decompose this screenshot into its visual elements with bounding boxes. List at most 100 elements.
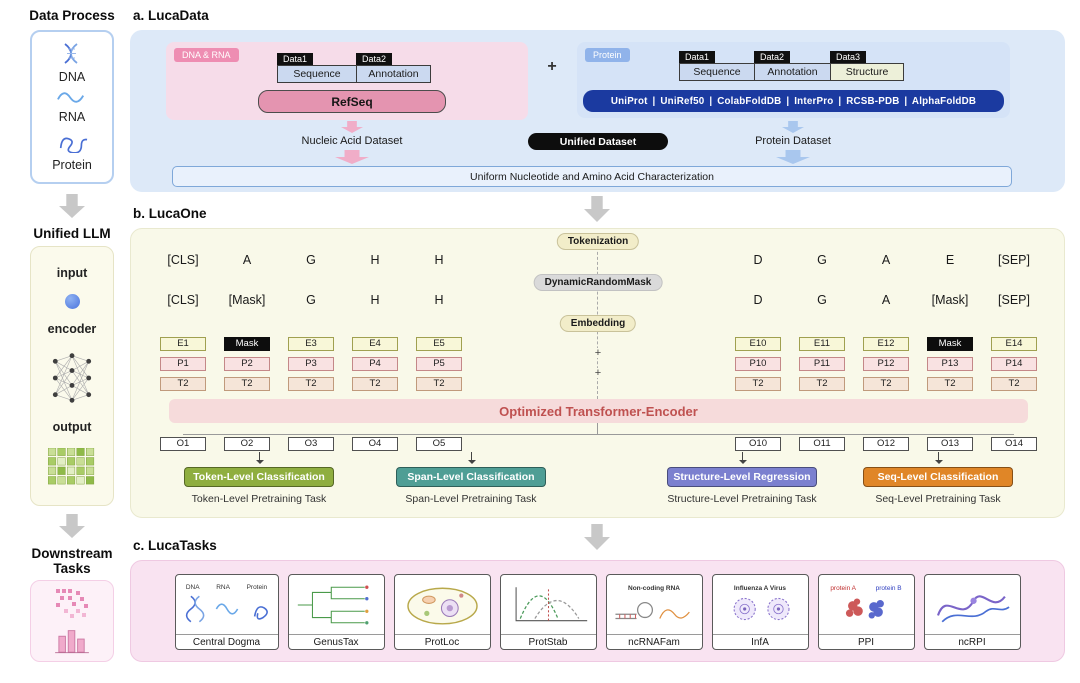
- p-cell: P10: [735, 357, 781, 371]
- task-label-token-level: Token-Level Pretraining Task: [191, 493, 327, 505]
- token: H: [434, 253, 444, 267]
- t-cell: T2: [799, 377, 845, 391]
- task-card-label: ncRPI: [924, 634, 1020, 649]
- output-label: output: [52, 420, 92, 435]
- output-fan-line: [183, 434, 1014, 435]
- head-arrow: [467, 452, 476, 464]
- mini-label-influenza: Influenza A Virus: [733, 585, 787, 592]
- p-cell: P4: [352, 357, 398, 371]
- protein-tag: Protein: [585, 48, 630, 62]
- uniform-characterization-bar: Uniform Nucleotide and Amino Acid Charac…: [172, 166, 1012, 187]
- p-cell: P2: [224, 357, 270, 371]
- task-card-label: ProtStab: [500, 634, 596, 649]
- task-card-label: GenusTax: [288, 634, 384, 649]
- structure-field: Structure: [830, 63, 904, 81]
- o-cell: O11: [799, 437, 845, 451]
- task-card-protstab: ProtStab: [499, 574, 597, 650]
- flow-arrow-a-to-b: [584, 196, 610, 222]
- output-grid-icon: [48, 447, 95, 485]
- embedding-pill: Embedding: [559, 315, 637, 332]
- protein-source-box: Protein Data1 Sequence Data2 Annotation …: [577, 42, 1010, 118]
- sidebar-title-unified-llm: Unified LLM: [33, 226, 111, 241]
- token: [CLS]: [167, 293, 199, 307]
- task-card-ppi: protein A protein B PPI: [817, 574, 915, 650]
- rna-label: RNA: [58, 110, 86, 125]
- encoder-label: encoder: [47, 321, 97, 336]
- infa-thumbnail: Influenza A Virus: [713, 575, 808, 634]
- task-card-ncrpi: ncRPI: [923, 574, 1021, 650]
- unified-llm-box: input encoder output: [30, 246, 114, 506]
- downstream-line2: Tasks: [53, 561, 91, 576]
- annotation-field: Annotation: [754, 63, 831, 81]
- task-barchart-icon: [55, 630, 89, 654]
- head-arrow: [255, 452, 264, 464]
- sidebar-title-downstream: Downstream Tasks: [24, 546, 120, 576]
- ncrpi-thumbnail: [925, 575, 1020, 634]
- e-cell: E10: [735, 337, 781, 351]
- protein-column-annotation: Data2 Annotation: [754, 51, 831, 81]
- mini-label-noncoding-rna: Non-coding RNA: [628, 585, 680, 592]
- protein-label: Protein: [52, 158, 92, 173]
- protloc-thumbnail: [395, 575, 490, 634]
- data-process-box: DNA RNA Protein: [30, 30, 114, 184]
- protein-icon: [59, 137, 88, 153]
- dynamic-random-mask-pill: DynamicRandomMask: [533, 274, 663, 291]
- head-seq-level: Seq-Level Classification: [863, 467, 1013, 487]
- token: D: [753, 253, 763, 267]
- t-cell: T2: [991, 377, 1037, 391]
- task-card-label: ncRNAFam: [606, 634, 702, 649]
- task-card-central-dogma: DNA RNA Protein Central Dogma: [174, 574, 279, 650]
- central-dogma-thumbnail: DNA RNA Protein: [176, 575, 278, 634]
- p-cell: P1: [160, 357, 206, 371]
- dna-label: DNA: [58, 70, 86, 85]
- transformer-encoder-bar: Optimized Transformer-Encoder: [169, 399, 1028, 423]
- embedding-row-t: T2 T2 T2 T2 T2 T2 T2 T2 T2 T2: [151, 377, 1046, 391]
- t-cell: T2: [288, 377, 334, 391]
- t-cell: T2: [927, 377, 973, 391]
- p-cell: P3: [288, 357, 334, 371]
- e-cell: E12: [863, 337, 909, 351]
- e-cell: E14: [991, 337, 1037, 351]
- t-cell: T2: [863, 377, 909, 391]
- token: A: [242, 253, 252, 267]
- input-label: input: [56, 266, 88, 281]
- encoder-network-icon: [52, 353, 92, 403]
- downstream-line1: Downstream: [31, 546, 113, 561]
- dna-icon: [64, 42, 78, 64]
- o-cell: O12: [863, 437, 909, 451]
- sidebar-title-data-process: Data Process: [29, 8, 115, 23]
- dna-rna-tag: DNA & RNA: [174, 48, 239, 62]
- o-cell: O13: [927, 437, 973, 451]
- data1-tag: Data1: [679, 51, 716, 63]
- embedding-sum-plus: +: [591, 368, 605, 379]
- mini-label-protein-b: protein B: [875, 585, 902, 592]
- token: G: [306, 293, 316, 307]
- panel-c-title: c. LucaTasks: [133, 538, 217, 553]
- token: G: [306, 253, 316, 267]
- protein-dataset-label: Protein Dataset: [755, 135, 831, 147]
- o-cell: O2: [224, 437, 270, 451]
- o-cell: O10: [735, 437, 781, 451]
- task-card-protloc: ProtLoc: [393, 574, 491, 650]
- token: A: [881, 253, 891, 267]
- refseq-down-arrow: [341, 121, 363, 133]
- mini-label-dna: DNA: [185, 584, 200, 591]
- task-card-genustax: GenusTax: [287, 574, 385, 650]
- output-row: O1 O2 O3 O4 O5 O10 O11 O12 O13 O14: [151, 437, 1046, 451]
- panel-b-title: b. LucaOne: [133, 206, 207, 221]
- sequence-field: Sequence: [679, 63, 755, 81]
- token: G: [817, 293, 827, 307]
- token-row-input: [CLS] A G H H D G A E [SEP]: [151, 253, 1046, 267]
- ppi-thumbnail: protein A protein B: [819, 575, 914, 634]
- unified-dataset-pill: Unified Dataset: [528, 133, 668, 150]
- data2-tag: Data2: [754, 51, 791, 63]
- rna-icon: [57, 92, 85, 103]
- task-card-label: PPI: [818, 634, 914, 649]
- e-cell: E1: [160, 337, 206, 351]
- flow-arrow-b-to-c: [584, 524, 610, 550]
- sequence-field: Sequence: [277, 65, 357, 83]
- o-cell: O5: [416, 437, 462, 451]
- head-arrow: [738, 452, 747, 464]
- mini-label-protein: Protein: [246, 584, 268, 591]
